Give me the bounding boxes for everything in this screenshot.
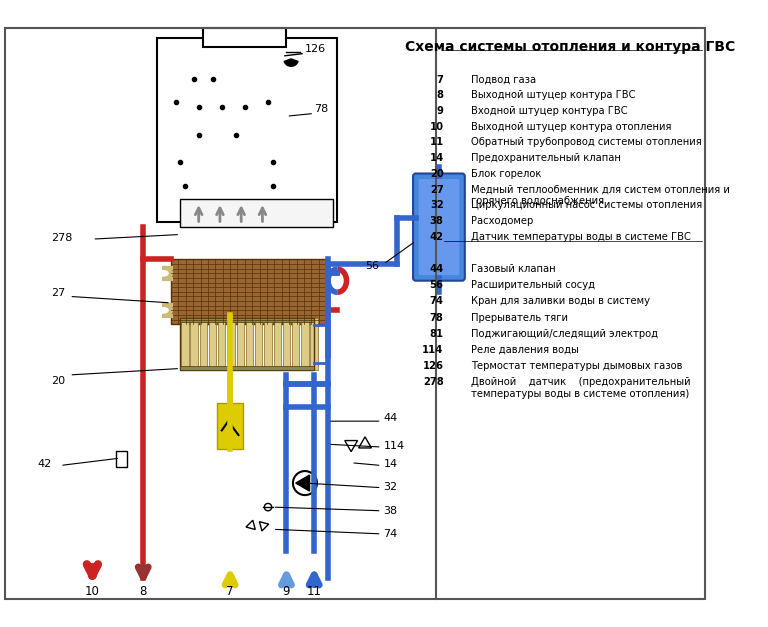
- Text: 7: 7: [437, 75, 444, 85]
- Text: 42: 42: [37, 460, 51, 470]
- Text: 10: 10: [429, 122, 444, 132]
- Text: 38: 38: [429, 216, 444, 226]
- Text: 78: 78: [429, 313, 444, 322]
- Bar: [237, 318, 244, 371]
- Text: 9: 9: [283, 585, 290, 598]
- Bar: [200, 318, 207, 371]
- Text: Двойной    датчик    (предохранительный
температуры воды в системе отопления): Двойной датчик (предохранительный темпер…: [472, 377, 691, 399]
- Text: 20: 20: [51, 376, 65, 386]
- Text: Газовый клапан: Газовый клапан: [472, 264, 556, 274]
- Bar: [181, 318, 188, 371]
- Text: Термостат температуры дымовых газов: Термостат температуры дымовых газов: [472, 361, 683, 371]
- Bar: [171, 260, 328, 324]
- Text: Поджигающий/следящий электрод: Поджигающий/следящий электрод: [472, 329, 658, 339]
- Text: Входной штуцер контура ГВС: Входной штуцер контура ГВС: [472, 106, 628, 116]
- Text: 81: 81: [429, 329, 444, 339]
- Text: 9: 9: [437, 106, 444, 116]
- Text: 7: 7: [227, 585, 233, 598]
- Bar: [190, 318, 197, 371]
- Bar: [204, 28, 286, 47]
- FancyBboxPatch shape: [419, 179, 459, 275]
- Bar: [180, 318, 314, 371]
- Bar: [180, 366, 314, 371]
- Text: Кран для заливки воды в систему: Кран для заливки воды в систему: [472, 297, 650, 307]
- Bar: [273, 318, 281, 371]
- Text: 32: 32: [383, 482, 398, 492]
- Text: 56: 56: [365, 261, 379, 271]
- Text: Медный теплообменник для систем отопления и
горячего водоснабжения: Медный теплообменник для систем отоплени…: [472, 184, 730, 206]
- Text: Циркуляционный насос системы отопления: Циркуляционный насос системы отопления: [472, 200, 703, 210]
- Text: 114: 114: [383, 441, 405, 451]
- Bar: [180, 318, 314, 322]
- Text: 11: 11: [306, 585, 322, 598]
- Text: 20: 20: [430, 169, 444, 179]
- Text: Предохранительный клапан: Предохранительный клапан: [472, 153, 621, 163]
- Text: Расходомер: Расходомер: [472, 216, 534, 226]
- Circle shape: [264, 503, 272, 511]
- Text: 44: 44: [383, 413, 398, 423]
- Bar: [264, 318, 272, 371]
- Bar: [283, 318, 290, 371]
- Text: 14: 14: [429, 153, 444, 163]
- Bar: [180, 199, 333, 227]
- Text: 27: 27: [51, 288, 65, 298]
- Text: 44: 44: [429, 264, 444, 274]
- Text: Прерыватель тяги: Прерыватель тяги: [472, 313, 568, 322]
- Text: 74: 74: [383, 529, 398, 539]
- Text: 8: 8: [436, 90, 444, 100]
- Bar: [217, 403, 243, 449]
- Text: 42: 42: [429, 232, 444, 242]
- Text: 278: 278: [423, 377, 444, 387]
- Bar: [255, 318, 263, 371]
- Bar: [227, 318, 235, 371]
- Text: 10: 10: [85, 585, 100, 598]
- Text: 32: 32: [430, 200, 444, 210]
- Text: 27: 27: [430, 184, 444, 194]
- Text: Обратный трубопровод системы отопления: Обратный трубопровод системы отопления: [472, 137, 702, 147]
- Text: 14: 14: [383, 460, 398, 470]
- Text: Подвод газа: Подвод газа: [472, 75, 536, 85]
- FancyBboxPatch shape: [413, 174, 465, 281]
- Bar: [157, 38, 337, 223]
- Text: Расширительный сосуд: Расширительный сосуд: [472, 280, 595, 290]
- Text: 78: 78: [314, 103, 329, 113]
- Text: 74: 74: [429, 297, 444, 307]
- Text: 8: 8: [140, 585, 147, 598]
- Text: Реле давления воды: Реле давления воды: [472, 345, 579, 355]
- Bar: [246, 318, 253, 371]
- Wedge shape: [284, 59, 298, 66]
- Bar: [292, 318, 300, 371]
- Text: 114: 114: [422, 345, 444, 355]
- Bar: [218, 318, 226, 371]
- Text: Датчик температуры воды в системе ГВС: Датчик температуры воды в системе ГВС: [472, 232, 691, 242]
- Text: Выходной штуцер контура отопления: Выходной штуцер контура отопления: [472, 122, 672, 132]
- Bar: [209, 318, 217, 371]
- Text: 56: 56: [429, 280, 444, 290]
- Text: 126: 126: [305, 43, 326, 53]
- Text: 11: 11: [429, 137, 444, 147]
- Bar: [301, 318, 309, 371]
- Bar: [310, 318, 318, 371]
- Text: Схема системы отопления и контура ГВС: Схема системы отопления и контура ГВС: [405, 40, 735, 55]
- Text: 126: 126: [422, 361, 444, 371]
- Text: Блок горелок: Блок горелок: [472, 169, 541, 179]
- Bar: [115, 451, 127, 467]
- Text: 278: 278: [51, 233, 72, 243]
- Text: 38: 38: [383, 505, 398, 515]
- Text: Выходной штуцер контура ГВС: Выходной штуцер контура ГВС: [472, 90, 636, 100]
